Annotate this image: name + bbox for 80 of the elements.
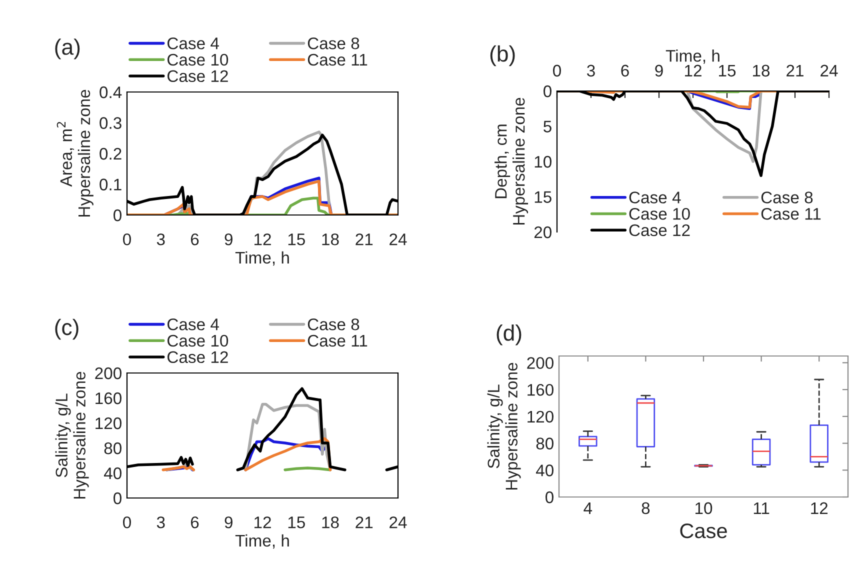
legend-label: Case 12	[629, 224, 690, 236]
x-tick-label: 9	[224, 516, 232, 528]
chart-title: (a)	[55, 38, 80, 60]
y-tick-label: 0.1	[100, 178, 122, 190]
y-tick-label: 120	[96, 417, 122, 430]
x-tick-label: 0	[123, 516, 131, 528]
x-tick-label: 18	[753, 64, 770, 77]
x-tick-label: 12	[811, 502, 828, 514]
y-tick-label: 80	[104, 442, 122, 454]
x-tick-label: 6	[190, 516, 199, 528]
x-tick-label: 11	[754, 502, 770, 514]
x-tick-label: 21	[356, 233, 373, 246]
x-tick-label: 18	[322, 516, 339, 528]
y-tick-label: 40	[104, 467, 122, 480]
x-tick-label: 3	[156, 233, 165, 246]
legend-label: Case 4	[629, 192, 681, 204]
y-tick-label: 80	[536, 438, 554, 450]
x-axis-title: Time, h	[235, 534, 289, 549]
x-tick-label: 15	[288, 234, 305, 246]
legend-label: Case 10	[168, 54, 228, 66]
legend-label: Case 11	[761, 208, 821, 220]
legend-label: Case 10	[629, 208, 690, 220]
x-axis-title: Time, h	[666, 49, 720, 64]
x-tick-label: 12	[254, 516, 271, 528]
x-tick-label: 3	[587, 64, 595, 77]
y-tick-label: 160	[96, 392, 122, 404]
chart-title: (d)	[496, 324, 522, 346]
x-tick-label: 12	[254, 233, 271, 246]
x-tick-label: 0	[123, 233, 131, 246]
x-tick-label: 3	[156, 516, 165, 528]
y-tick-label: 15	[534, 191, 552, 203]
y-tick-label: 0	[114, 209, 122, 222]
legend-label: Case 11	[308, 334, 368, 347]
legend-label: Case 4	[168, 318, 219, 330]
y-tick-label: 10	[534, 156, 552, 168]
x-tick-label: 24	[390, 516, 407, 528]
y-tick-label: 160	[528, 384, 554, 396]
chart-title: (c)	[55, 318, 78, 340]
x-tick-label: 8	[642, 502, 650, 514]
legend-label: Case 4	[168, 37, 219, 50]
x-tick-label: 24	[390, 233, 407, 246]
y-axis-title: Salinity, g/L Hypersaline zone	[487, 362, 521, 490]
x-tick-label: 6	[190, 233, 199, 246]
x-tick-label: 12	[685, 64, 702, 76]
x-tick-label: 10	[696, 502, 712, 514]
x-tick-label: 6	[621, 64, 629, 77]
chart-title: (b)	[490, 45, 515, 66]
x-tick-label: 18	[322, 233, 339, 246]
y-tick-label: 0.4	[100, 86, 122, 98]
y-axis-title: Depth, cm Hypersaline zone	[494, 98, 528, 225]
y-tick-label: 200	[95, 367, 122, 380]
x-axis-title: Case	[680, 524, 727, 538]
y-tick-label: 5	[544, 120, 552, 132]
y-axis-title: Area, m$^{2}$ Hypersaline zone	[56, 90, 94, 217]
y-tick-label: 20	[534, 226, 552, 238]
legend-label: Case 12	[168, 70, 228, 82]
legend-label: Case 10	[168, 334, 228, 347]
y-tick-label: 40	[536, 464, 554, 476]
x-tick-label: 21	[356, 516, 373, 528]
y-tick-label: 120	[528, 410, 554, 423]
y-tick-label: 0	[114, 492, 122, 504]
x-tick-label: 21	[786, 64, 804, 76]
x-tick-label: 9	[224, 233, 232, 246]
x-tick-label: 15	[719, 64, 736, 77]
legend-label: Case 8	[308, 318, 360, 330]
legend-label: Case 8	[308, 37, 360, 50]
x-tick-label: 4	[584, 502, 592, 514]
x-tick-label: 15	[288, 516, 305, 528]
legend-label: Case 8	[761, 192, 813, 204]
legend-label: Case 12	[168, 351, 228, 364]
y-tick-label: 0.3	[100, 117, 122, 129]
x-tick-label: 24	[820, 64, 838, 76]
legend-label: Case 11	[308, 54, 368, 66]
y-tick-label: 200	[527, 357, 554, 369]
x-tick-label: 9	[655, 64, 663, 77]
y-axis-title: Salinity, g/L Hypersaline zone	[55, 372, 89, 499]
y-tick-label: 0	[544, 85, 552, 98]
y-tick-label: 0	[546, 491, 554, 504]
x-axis-title: Time, h	[235, 251, 289, 266]
y-tick-label: 0.2	[100, 148, 122, 160]
